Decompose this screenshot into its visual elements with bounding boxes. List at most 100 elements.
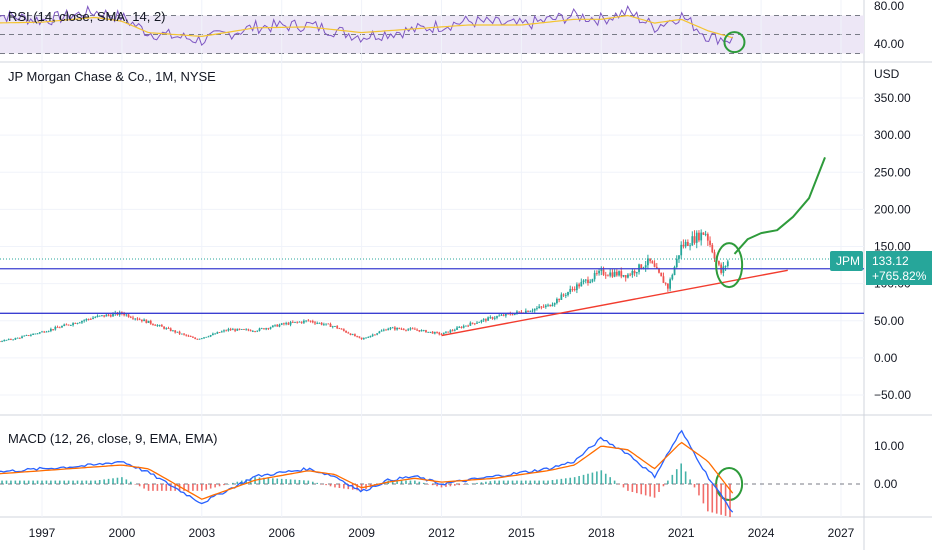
candle-body	[524, 310, 527, 314]
candle-body	[0, 341, 1, 343]
rsi-annotation-circle[interactable]	[723, 31, 746, 54]
candle-body	[458, 327, 461, 328]
rsi-series-layer	[0, 5, 734, 46]
macd-histogram-bar	[196, 484, 199, 491]
macd-histogram-bar	[587, 473, 589, 484]
candle-body	[92, 317, 94, 320]
candle-body	[251, 331, 254, 332]
macd-histogram-bar	[409, 480, 412, 484]
candle-body	[402, 329, 405, 330]
macd-histogram-bar	[564, 478, 567, 484]
candle-body	[436, 332, 438, 333]
macd-histogram-bar	[58, 480, 61, 484]
candle-body	[398, 327, 401, 329]
candle-body	[52, 329, 54, 330]
main-title[interactable]: JP Morgan Chase & Co., 1M, NYSE	[8, 69, 216, 84]
candle-body	[243, 329, 245, 330]
price-tag-change: +765.82%	[872, 269, 927, 283]
candle-body	[482, 319, 485, 321]
candle-body	[61, 325, 63, 328]
macd-histogram-bar	[90, 480, 92, 484]
macd-histogram-bar	[658, 484, 660, 492]
candle-body	[78, 322, 81, 324]
candle-body	[387, 328, 390, 331]
candle-body	[338, 328, 341, 330]
macd-series-layer	[0, 429, 734, 518]
candle-body	[258, 328, 261, 331]
candle-body	[706, 234, 709, 241]
candle-body	[658, 268, 660, 273]
candle-body	[380, 330, 383, 332]
macd-histogram-bar	[147, 484, 150, 491]
macd-histogram-bar	[14, 480, 17, 484]
candle-body	[145, 319, 148, 323]
candle-body	[420, 330, 423, 332]
macd-histogram-bar	[525, 480, 527, 484]
macd-histogram-bar	[480, 482, 483, 484]
candle-body	[465, 325, 467, 327]
candle-body	[635, 272, 638, 274]
candle-body	[496, 316, 498, 318]
rsi-ma-line	[0, 14, 733, 39]
macd-histogram-bar	[338, 484, 341, 488]
candle-body	[83, 320, 86, 322]
price-tick-label: 0.00	[874, 351, 898, 365]
candle-body	[167, 328, 170, 329]
candle-body	[493, 317, 496, 319]
price-tag[interactable]: JPM 133.12 +765.82%	[830, 251, 932, 285]
macd-histogram-bar	[400, 480, 403, 484]
candle-body	[285, 323, 288, 325]
candle-body	[609, 272, 612, 276]
candle-body	[531, 310, 534, 312]
candle-body	[165, 328, 168, 329]
candle-body	[74, 323, 77, 324]
candle-body	[575, 284, 578, 291]
price-tag-bg	[866, 251, 932, 285]
macd-histogram-bar	[680, 463, 682, 484]
candle-body	[467, 325, 470, 327]
candle-body	[354, 334, 356, 337]
candle-body	[69, 325, 72, 326]
macd-histogram-bar	[214, 484, 216, 488]
candle-body	[691, 236, 694, 246]
macd-histogram-bar	[445, 484, 447, 487]
candle-body	[627, 274, 629, 278]
trend-line[interactable]	[441, 269, 788, 337]
macd-histogram-bar	[169, 484, 172, 491]
candle-body	[187, 335, 190, 337]
candle-body	[407, 329, 410, 331]
candle-body	[358, 336, 361, 338]
macd-histogram-bar	[223, 484, 225, 486]
candle-body	[189, 336, 192, 337]
candle-body	[640, 264, 643, 269]
projection-path[interactable]	[733, 157, 826, 255]
macd-title[interactable]: MACD (12, 26, close, 9, EMA, EMA)	[8, 431, 218, 446]
macd-histogram-bar	[547, 480, 549, 484]
candle-body	[214, 333, 217, 335]
drawings-layer[interactable]	[0, 31, 864, 501]
candle-body	[200, 338, 203, 340]
price-annotation-circle[interactable]	[715, 242, 744, 289]
macd-tick-label: 0.00	[874, 477, 898, 491]
candle-body	[671, 275, 674, 280]
macd-histogram-bar	[67, 480, 70, 484]
macd-histogram-bar	[693, 484, 696, 488]
time-tick-label: 2024	[748, 526, 775, 540]
macd-histogram-bar	[436, 484, 438, 487]
candle-body	[580, 281, 583, 287]
candle-body	[540, 306, 543, 308]
rsi-title[interactable]: RSI (14, close, SMA, 14, 2)	[8, 9, 166, 24]
macd-histogram-bar	[192, 484, 194, 491]
candle-body	[58, 327, 61, 329]
macd-histogram-bar	[236, 481, 239, 484]
candle-body	[411, 328, 414, 330]
candle-body	[7, 339, 10, 340]
macd-histogram-bar	[85, 480, 88, 484]
candle-body	[538, 306, 541, 309]
candle-body	[54, 326, 57, 330]
candle-body	[47, 330, 50, 332]
macd-histogram-bar	[391, 480, 394, 484]
candle-body	[547, 304, 549, 306]
candle-body	[274, 324, 276, 326]
